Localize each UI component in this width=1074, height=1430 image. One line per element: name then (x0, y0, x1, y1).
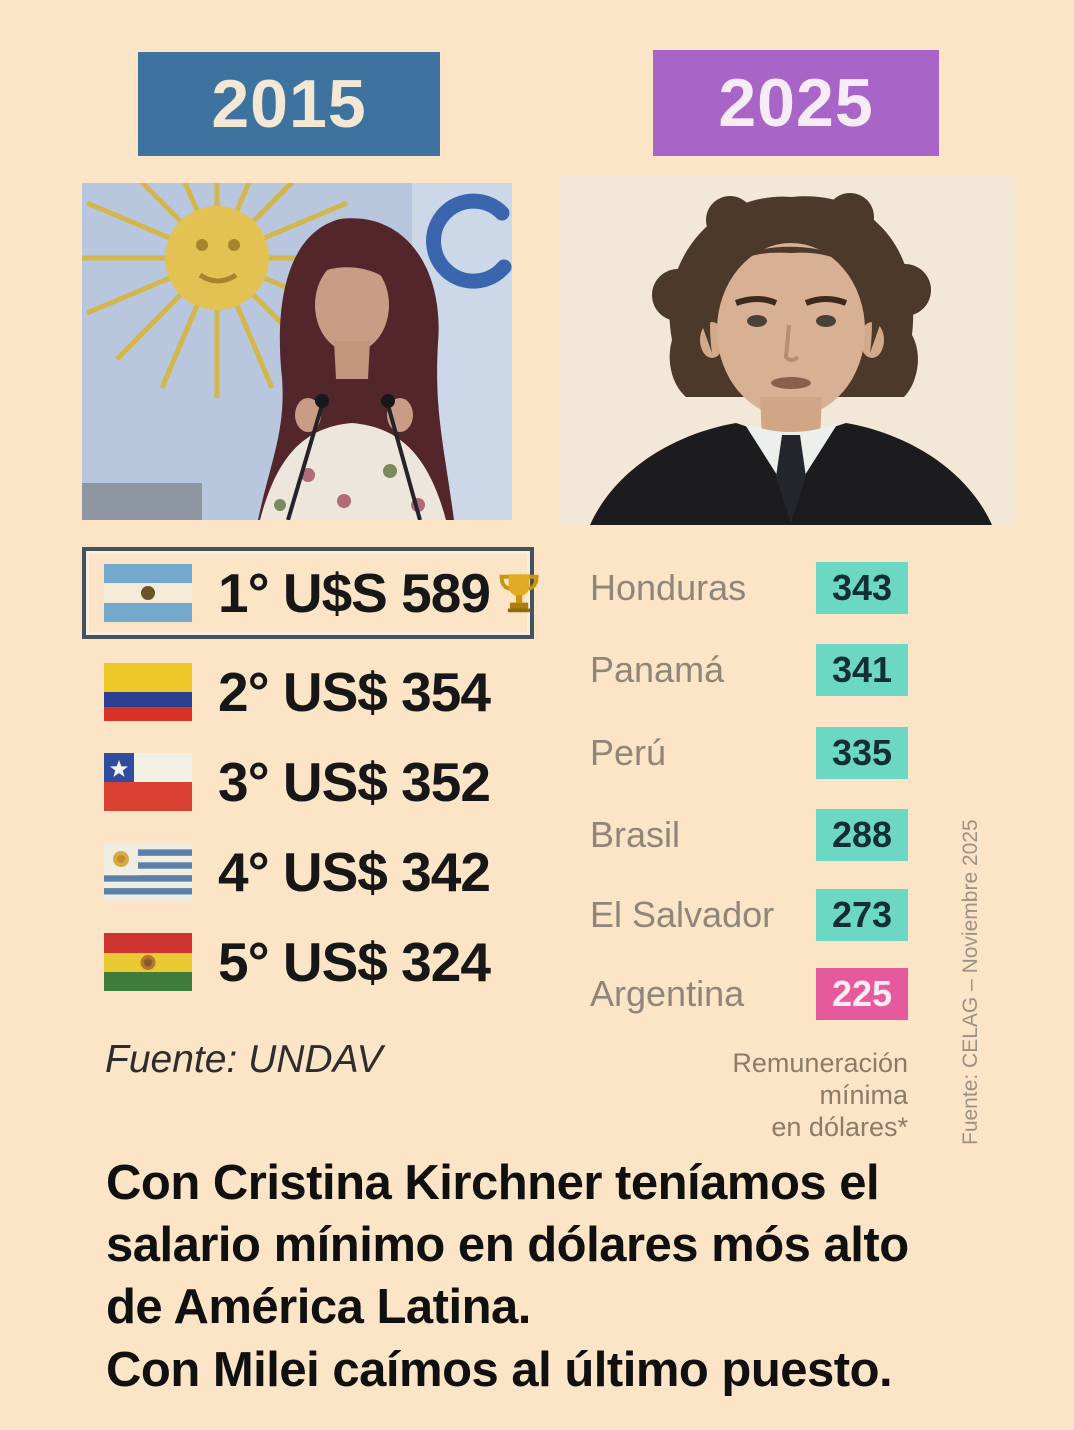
uruguay-flag-icon (104, 843, 192, 901)
photo-javier-milei (560, 175, 1015, 525)
value-badge: 288 (816, 809, 908, 861)
argentina-flag-icon (104, 564, 192, 622)
value-badge-argentina: 225 (816, 968, 908, 1020)
country-label: Honduras (590, 567, 747, 608)
country-label: Brasil (590, 814, 681, 855)
source-undav: Fuente: UNDAV (105, 1038, 383, 1081)
caption-line: Con Cristina Kirchner teníamos el (106, 1156, 880, 1210)
rank-label-bolivia: 5° US$ 324 (218, 931, 491, 993)
year-2025-label: 2025 (718, 65, 874, 141)
argentina-rank-frame (82, 547, 534, 639)
value-badge: 335 (816, 727, 908, 779)
rank-row-chile: 3° US$ 352 (104, 751, 544, 813)
caption-line: de América Latina. (106, 1280, 531, 1335)
year-2015-header: 2015 (138, 52, 440, 156)
country-label: Perú (590, 732, 667, 773)
rank-label-argentina: 1° U$S 589 (218, 562, 491, 624)
chile-flag-icon (104, 753, 192, 811)
country-label: Argentina (590, 973, 745, 1014)
trophy-icon (494, 565, 544, 621)
country-label: Panamá (590, 649, 725, 690)
wage-note-line: en dólares* (771, 1111, 908, 1142)
value-badge: 341 (816, 644, 908, 696)
value-badge: 273 (816, 889, 908, 941)
caption-line: Con Milei caímos al último puesto. (106, 1342, 893, 1397)
rank-row-bolivia: 5° US$ 324 (104, 931, 544, 993)
caption-line: salario mínimo en dólares mós alto (106, 1218, 909, 1273)
wage-row-brasil: Brasil 288 (590, 809, 908, 861)
rank-row-uruguay: 4° US$ 342 (104, 841, 544, 903)
cristina-photo-illustration (82, 183, 512, 520)
wage-note-line: Remuneración (732, 1048, 908, 1078)
year-2025-header: 2025 (653, 50, 939, 156)
wage-row-argentina: Argentina 225 (590, 968, 908, 1020)
bolivia-flag-icon (104, 933, 192, 991)
wage-row-honduras: Honduras 343 (590, 562, 908, 614)
wage-row-peru: Perú 335 (590, 727, 908, 779)
rank-label-colombia: 2° US$ 354 (218, 661, 491, 723)
source-celag-vertical: Fuente: CELAG – Noviembre 2025 (959, 819, 982, 1145)
milei-photo-illustration (560, 175, 1015, 525)
value-badge: 343 (816, 562, 908, 614)
photo-cristina-kirchner (82, 183, 512, 520)
wage-note-line: mínima (819, 1079, 908, 1110)
rank-label-chile: 3° US$ 352 (218, 751, 491, 813)
wage-row-el-salvador: El Salvador 273 (590, 889, 908, 941)
wage-note: Remuneración mínima en dólares* (600, 1048, 908, 1144)
wage-row-panama: Panamá 341 (590, 644, 908, 696)
country-label: El Salvador (590, 894, 775, 935)
rank-row-colombia: 2° US$ 354 (104, 661, 544, 723)
year-2015-label: 2015 (211, 66, 367, 142)
caption-text: Con Cristina Kirchner teníamos el salari… (106, 1152, 1006, 1401)
colombia-flag-icon (104, 663, 192, 721)
rank-row-argentina: 1° U$S 589 (104, 562, 544, 624)
rank-label-uruguay: 4° US$ 342 (218, 841, 491, 903)
